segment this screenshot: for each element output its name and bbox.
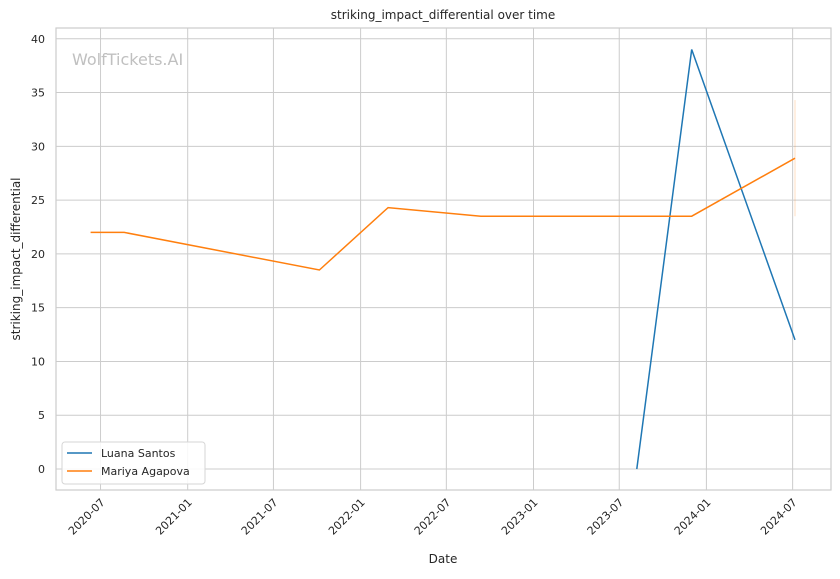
watermark: WolfTickets.AI xyxy=(72,50,183,69)
x-axis-label: Date xyxy=(429,552,458,566)
y-tick-label: 15 xyxy=(31,302,45,315)
legend-label-luana-santos: Luana Santos xyxy=(101,447,176,460)
x-tick-label: 2022-01 xyxy=(326,496,368,538)
x-tick-label: 2021-07 xyxy=(239,496,281,538)
x-tick-label: 2020-07 xyxy=(66,496,108,538)
y-tick-label: 40 xyxy=(31,33,45,46)
legend-label-mariya-agapova: Mariya Agapova xyxy=(101,465,190,478)
y-tick-label: 25 xyxy=(31,194,45,207)
x-tick-label: 2024-07 xyxy=(758,496,800,538)
x-tick-label: 2023-07 xyxy=(585,496,627,538)
y-tick-label: 0 xyxy=(38,463,45,476)
x-tick-label: 2021-01 xyxy=(153,496,195,538)
y-tick-label: 35 xyxy=(31,87,45,100)
chart-title: striking_impact_differential over time xyxy=(331,8,556,22)
plot-area xyxy=(56,28,831,490)
x-tick-label: 2023-01 xyxy=(499,496,541,538)
x-tick-label: 2024-01 xyxy=(672,496,714,538)
y-tick-label: 5 xyxy=(38,409,45,422)
y-tick-label: 30 xyxy=(31,140,45,153)
y-axis-label: striking_impact_differential xyxy=(9,177,23,340)
y-tick-label: 10 xyxy=(31,355,45,368)
x-tick-label: 2022-07 xyxy=(412,496,454,538)
legend: Luana Santos Mariya Agapova xyxy=(62,442,205,484)
y-tick-label: 20 xyxy=(31,248,45,261)
